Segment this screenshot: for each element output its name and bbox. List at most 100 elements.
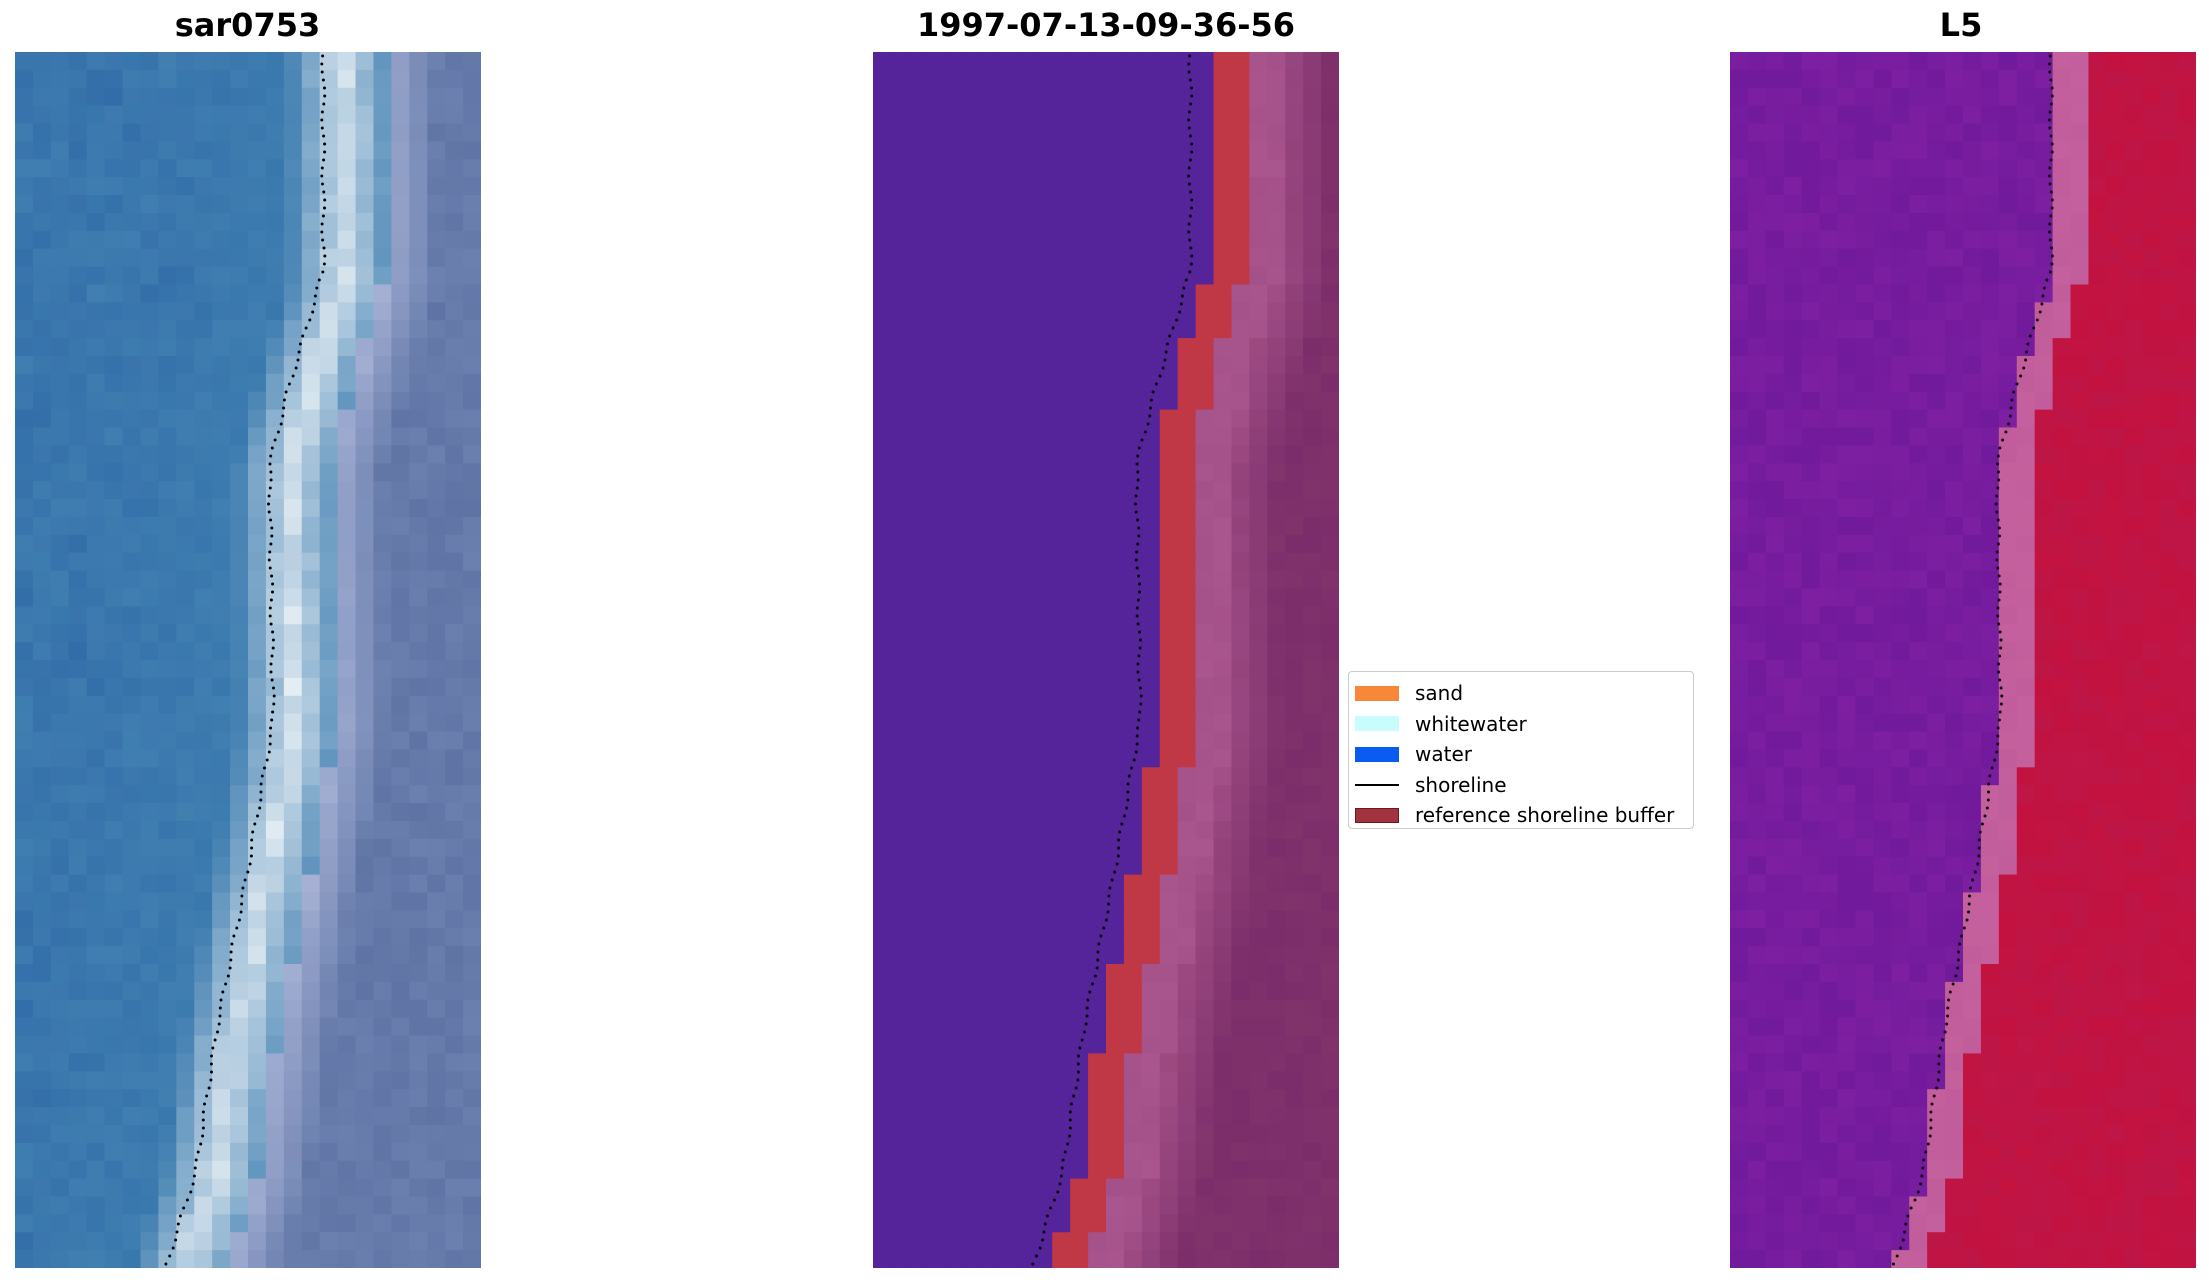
pixel — [890, 481, 910, 500]
pixel — [283, 946, 303, 965]
pixel — [1106, 1107, 1125, 1126]
pixel — [1873, 767, 1892, 786]
pixel — [2070, 606, 2090, 625]
pixel — [1195, 803, 1215, 822]
pixel — [1034, 820, 1053, 840]
pixel — [1249, 1232, 1268, 1251]
pixel — [908, 820, 928, 840]
pixel — [2088, 695, 2107, 715]
pixel — [122, 159, 142, 178]
pixel — [391, 803, 410, 822]
pixel — [2178, 570, 2196, 590]
pixel — [1801, 534, 1821, 554]
pixel — [998, 266, 1017, 286]
pixel — [2106, 624, 2125, 643]
pixel — [1213, 695, 1233, 715]
pixel — [337, 195, 357, 214]
pixel — [176, 1250, 195, 1268]
pixel — [2142, 463, 2161, 482]
pixel — [1052, 1089, 1071, 1108]
pixel — [248, 767, 267, 786]
pixel — [391, 856, 410, 876]
pixel — [355, 731, 375, 751]
pixel — [50, 660, 70, 679]
pixel — [409, 516, 428, 536]
pixel — [873, 1196, 892, 1215]
pixel — [2052, 803, 2072, 822]
pixel — [890, 713, 910, 733]
shoreline-point — [216, 1030, 219, 1034]
pixel — [1177, 981, 1197, 1001]
pixel — [32, 785, 52, 804]
pixel — [908, 1071, 928, 1090]
pixel — [265, 141, 285, 160]
pixel — [319, 266, 339, 286]
pixel — [1123, 230, 1143, 250]
pixel — [337, 856, 357, 876]
pixel — [1052, 516, 1071, 536]
pixel — [1249, 981, 1268, 1001]
pixel — [140, 445, 159, 464]
pixel — [1195, 1107, 1215, 1126]
pixel — [194, 767, 213, 786]
pixel — [1945, 731, 1964, 751]
pixel — [1070, 677, 1089, 697]
pixel — [1837, 52, 1857, 71]
pixel — [1070, 928, 1089, 947]
pixel — [427, 338, 446, 357]
pixel — [319, 230, 339, 250]
pixel — [2088, 731, 2107, 751]
pixel — [1034, 427, 1053, 447]
pixel — [926, 195, 946, 214]
pixel — [68, 284, 88, 303]
pixel — [1998, 427, 2018, 447]
pixel — [2016, 767, 2036, 786]
pixel — [140, 749, 159, 768]
pixel — [32, 820, 52, 840]
pixel — [1231, 1071, 1250, 1090]
pixel — [445, 284, 464, 303]
pixel — [283, 159, 303, 178]
pixel — [1195, 910, 1215, 929]
pixel — [463, 1250, 481, 1268]
pixel — [1052, 624, 1071, 643]
pixel — [926, 820, 946, 840]
pixel — [265, 516, 285, 536]
pixel — [15, 177, 34, 196]
pixel — [998, 516, 1017, 536]
pixel — [1819, 230, 1839, 250]
pixel — [409, 606, 428, 625]
pixel — [301, 1017, 321, 1037]
pixel — [908, 302, 928, 321]
pixel — [1016, 445, 1035, 464]
pixel — [1819, 552, 1839, 572]
pixel — [355, 1017, 375, 1037]
pixel — [1837, 320, 1857, 339]
pixel — [1747, 141, 1767, 160]
pixel — [337, 552, 357, 572]
pixel — [2160, 356, 2179, 375]
pixel — [1303, 1160, 1322, 1180]
pixel — [32, 1160, 52, 1180]
pixel — [409, 1053, 428, 1072]
pixel — [908, 481, 928, 500]
pixel — [1927, 570, 1946, 590]
pixel — [944, 928, 964, 947]
pixel — [1891, 52, 1910, 71]
shoreline-point — [270, 678, 274, 682]
pixel — [2034, 642, 2054, 661]
pixel — [1052, 141, 1071, 160]
pixel — [283, 820, 303, 840]
pixel — [373, 302, 392, 321]
pixel — [1303, 1142, 1322, 1162]
pixel — [1927, 52, 1946, 71]
pixel — [1177, 356, 1197, 375]
pixel — [1801, 123, 1821, 143]
pixel — [944, 87, 964, 107]
pixel — [1801, 409, 1821, 429]
pixel — [427, 141, 446, 160]
pixel — [1106, 570, 1125, 590]
pixel — [2088, 445, 2107, 464]
pixel — [1267, 1124, 1286, 1144]
pixel — [908, 1232, 928, 1251]
